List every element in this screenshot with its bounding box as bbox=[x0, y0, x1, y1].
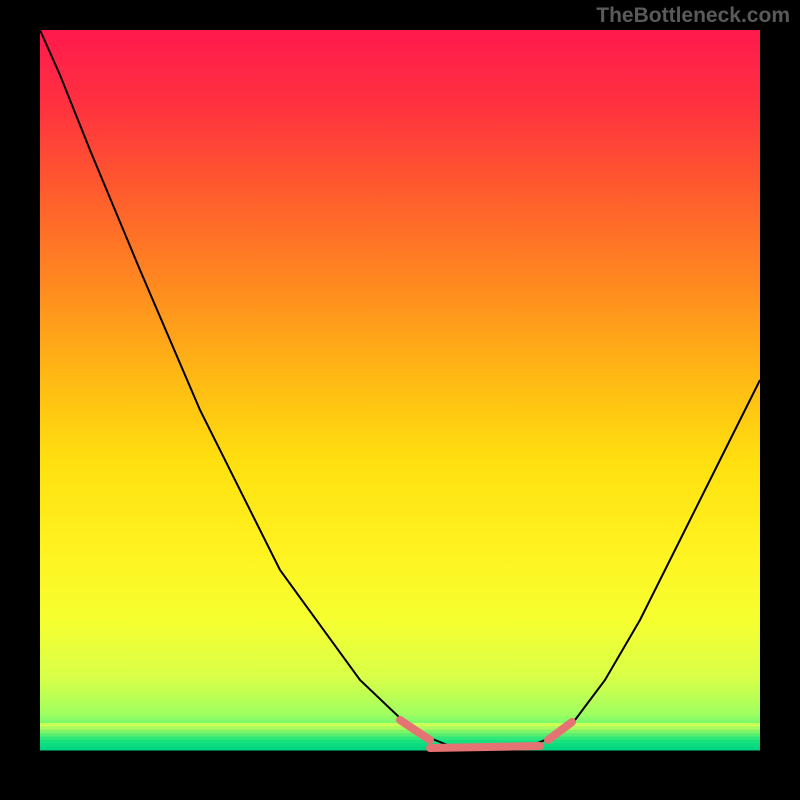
chart-container: TheBottleneck.com bbox=[0, 0, 800, 800]
watermark-text: TheBottleneck.com bbox=[596, 4, 790, 28]
bottleneck-chart bbox=[0, 0, 800, 800]
bottom-stripes bbox=[40, 723, 760, 751]
plot-background bbox=[40, 30, 760, 750]
